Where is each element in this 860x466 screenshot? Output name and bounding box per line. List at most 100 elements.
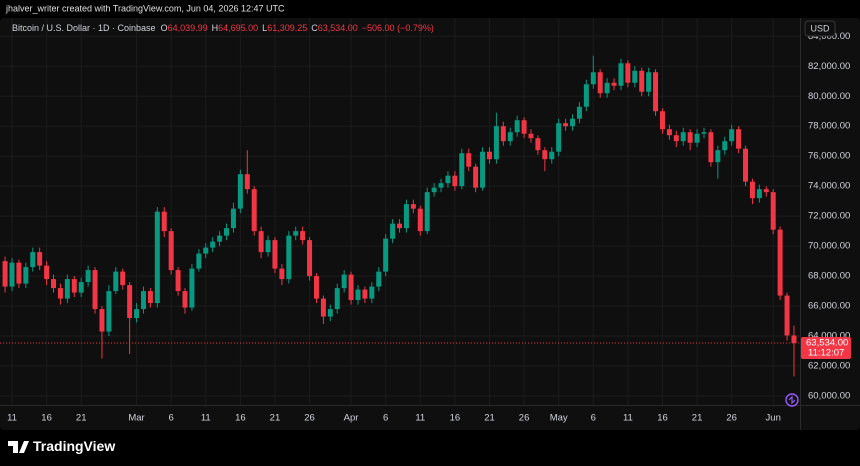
candle-body — [362, 289, 368, 299]
grid — [0, 18, 800, 405]
currency-box[interactable] — [804, 20, 836, 37]
candle-body — [729, 129, 735, 142]
candle-body — [237, 174, 243, 209]
ohlc-key: H — [212, 23, 219, 33]
candle-body — [556, 123, 562, 152]
candle-body — [147, 291, 153, 304]
symbol: Bitcoin / U.S. Dollar · 1D · Coinbase — [12, 23, 156, 33]
candle-body — [127, 285, 133, 319]
candle-body — [383, 238, 389, 272]
x-tick-label: 11 — [415, 413, 425, 424]
candle-body — [251, 189, 257, 232]
candle-body — [341, 274, 347, 289]
candles — [0, 55, 800, 377]
candle-body — [542, 150, 548, 160]
candle-body — [639, 70, 645, 92]
candle-body — [466, 153, 472, 167]
ohlc-key: O — [161, 23, 168, 33]
candle-body — [154, 211, 160, 304]
candle-body — [486, 151, 492, 160]
candle-body — [196, 253, 202, 269]
candle-body — [265, 240, 271, 253]
candle-body — [2, 261, 8, 287]
ohlc-value: 64,039.99 — [168, 23, 208, 33]
candle-body — [653, 72, 659, 112]
candle-body — [625, 63, 631, 83]
candle-body — [480, 151, 486, 188]
candle-body — [680, 132, 686, 142]
candle-body — [230, 208, 236, 229]
candle-body — [514, 120, 520, 133]
candle-body — [313, 276, 319, 299]
candle-body — [376, 271, 382, 287]
candle-body — [749, 181, 755, 199]
x-tick-label: 6 — [383, 413, 388, 424]
candle-body — [16, 262, 22, 284]
x-tick-label: 26 — [726, 413, 737, 424]
candle-body — [272, 240, 278, 269]
candle-body — [576, 106, 582, 119]
y-tick-label: 62,000.00 — [808, 361, 850, 372]
currency[interactable]: USD — [810, 23, 830, 33]
candle-body — [438, 183, 444, 188]
y-tick-label: 76,000.00 — [808, 151, 850, 162]
candle-body — [646, 72, 652, 92]
candle-body — [203, 247, 209, 254]
y-tick-label: 66,000.00 — [808, 301, 850, 312]
candle-body — [57, 288, 63, 299]
candle-body — [791, 335, 797, 344]
candle-body — [618, 63, 624, 86]
candle-body — [189, 268, 195, 308]
candle-body — [521, 120, 527, 134]
candle-body — [99, 309, 105, 332]
x-tick-label: 16 — [235, 413, 246, 424]
icon[interactable] — [788, 395, 796, 405]
chart-panel — [0, 18, 860, 430]
y-tick-label: 82,000.00 — [808, 61, 850, 72]
candle-body — [258, 231, 264, 253]
x-tick-label: 26 — [519, 413, 530, 424]
icon[interactable] — [785, 393, 799, 407]
candle-body — [736, 129, 742, 149]
candle-body — [92, 270, 98, 310]
y-tick-label: 80,000.00 — [808, 91, 850, 102]
candle-body — [417, 208, 423, 232]
y-tick-label: 64,000.00 — [808, 331, 850, 342]
candle-body — [348, 274, 354, 301]
candle-body — [334, 288, 340, 310]
candle-body — [715, 150, 721, 163]
candle-body — [535, 138, 541, 151]
candle-body — [722, 141, 728, 151]
candle-body — [161, 211, 167, 232]
candle-body — [743, 148, 749, 182]
candle-body — [583, 84, 589, 107]
x-tick-label: 21 — [76, 413, 87, 424]
x-tick-label: 16 — [450, 413, 461, 424]
sync-icon[interactable] — [785, 393, 799, 407]
candle-body — [570, 118, 576, 127]
ohlc-key: C — [311, 23, 318, 33]
candle-body — [293, 231, 299, 236]
candle-body — [777, 229, 783, 296]
x-tick-label: May — [550, 413, 568, 424]
candle-body — [37, 252, 43, 266]
candle-body — [224, 228, 230, 236]
candle-body — [44, 265, 50, 280]
legend: Bitcoin / U.S. Dollar · 1D · Coinbase O64… — [12, 23, 434, 33]
candle-body — [604, 82, 610, 94]
price-tag-value: 63,534.00 — [806, 338, 848, 349]
candle-body — [320, 298, 326, 317]
brand-name: TradingView — [33, 438, 115, 454]
candle-body — [64, 279, 70, 299]
candle-body — [473, 166, 479, 188]
candle-body — [673, 135, 679, 142]
x-tick-label: 26 — [304, 413, 315, 424]
candle-body — [113, 271, 119, 292]
candle-body — [134, 309, 140, 319]
brand: TradingView — [8, 438, 115, 454]
candle-body — [307, 240, 313, 277]
x-tick-label: 6 — [591, 413, 596, 424]
ohlc-value: 61,309.25 — [267, 23, 307, 33]
